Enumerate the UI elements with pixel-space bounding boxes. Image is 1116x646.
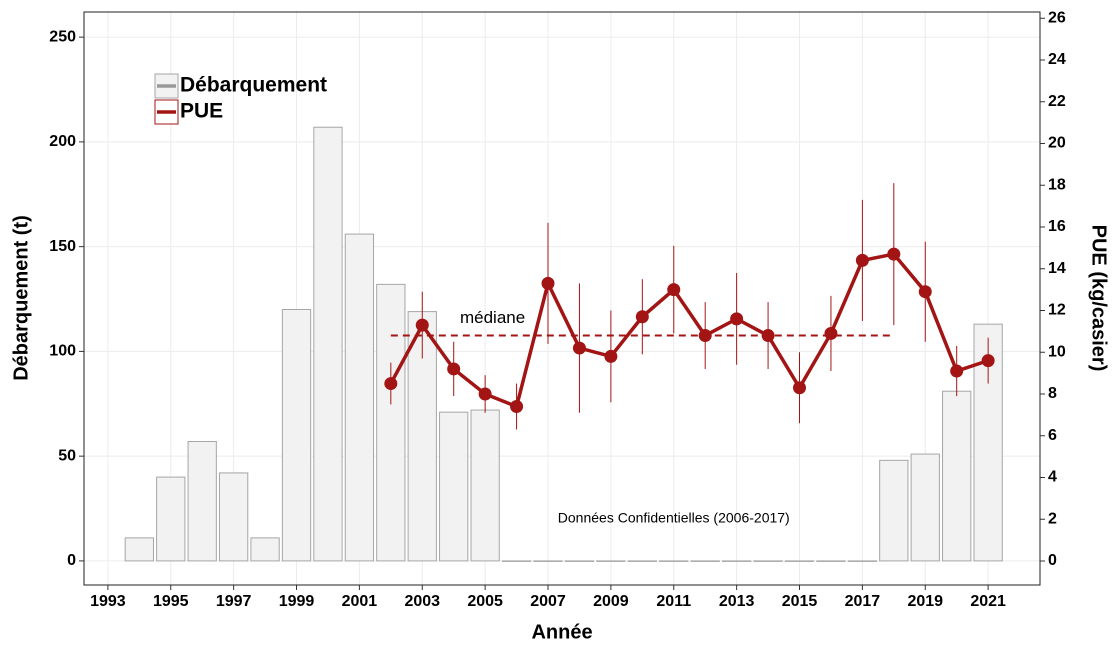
y-tick-label: 100 — [49, 343, 76, 360]
point — [918, 285, 932, 299]
x-tick-label: 2013 — [719, 593, 755, 610]
point — [981, 354, 995, 368]
x-tick-label: 2003 — [404, 593, 440, 610]
point — [415, 318, 429, 332]
bar — [124, 537, 154, 562]
bar — [690, 560, 720, 562]
bar — [376, 283, 406, 562]
y2-tick-label: 10 — [1048, 343, 1066, 360]
y2-tick-label: 20 — [1048, 135, 1066, 152]
bar — [596, 560, 626, 562]
y2-tick-label: 4 — [1048, 469, 1057, 486]
x-tick-label: 2001 — [342, 593, 378, 610]
y2-tick-label: 24 — [1048, 51, 1066, 68]
y-tick-label: 0 — [67, 552, 76, 569]
bar — [942, 390, 972, 562]
bar — [659, 560, 689, 562]
bar — [218, 472, 249, 562]
bar — [281, 308, 312, 562]
x-tick-label: 2011 — [656, 593, 691, 610]
bar — [879, 459, 909, 562]
x-tick-label: 2019 — [907, 593, 943, 610]
y2-axis-label: PUE (kg/casier) — [1088, 225, 1110, 372]
y-axis-label: Débarquement (t) — [10, 215, 32, 381]
x-tick-label: 2007 — [530, 593, 566, 610]
point — [635, 310, 649, 324]
point — [887, 247, 901, 261]
bar — [250, 537, 280, 562]
bar — [816, 560, 846, 562]
bar — [910, 453, 940, 562]
x-tick-label: 2005 — [467, 593, 503, 610]
bar — [847, 560, 878, 562]
bar — [533, 560, 563, 562]
annotation: Données Confidentielles (2006-2017) — [558, 510, 790, 526]
y-tick-label: 250 — [49, 28, 76, 45]
x-tick-label: 1999 — [279, 593, 315, 610]
y2-tick-label: 22 — [1048, 93, 1066, 110]
x-axis-label: Année — [531, 621, 592, 643]
point — [384, 377, 398, 391]
point — [541, 276, 555, 290]
plot-frame — [83, 11, 1041, 586]
y2-tick-label: 12 — [1048, 302, 1066, 319]
bar — [753, 560, 783, 562]
legend-label: PUE — [180, 100, 223, 123]
bar — [627, 560, 657, 562]
bar — [439, 411, 469, 562]
point — [667, 283, 681, 297]
line — [389, 252, 989, 409]
point — [730, 312, 744, 326]
bar — [313, 126, 343, 562]
point — [950, 364, 964, 378]
bar — [344, 233, 375, 562]
y-tick-label: 200 — [49, 133, 76, 150]
y2-tick-label: 2 — [1048, 510, 1057, 527]
bar — [721, 560, 752, 562]
x-tick-label: 1995 — [153, 593, 189, 610]
x-tick-label: 2021 — [970, 593, 1006, 610]
y2-tick-label: 6 — [1048, 427, 1057, 444]
bar — [470, 409, 500, 562]
legend-label: Débarquement — [180, 74, 327, 97]
x-tick-label: 2015 — [782, 593, 818, 610]
y2-tick-label: 16 — [1048, 218, 1066, 235]
x-tick-label: 2017 — [845, 593, 881, 610]
point — [855, 253, 869, 267]
point — [478, 387, 492, 401]
x-tick-label: 2009 — [593, 593, 629, 610]
bar — [564, 560, 595, 562]
bar — [784, 560, 815, 562]
bar — [156, 476, 186, 562]
y-tick-label: 150 — [49, 238, 76, 255]
point — [793, 381, 807, 395]
y2-tick-label: 8 — [1048, 385, 1057, 402]
y2-tick-label: 14 — [1048, 260, 1066, 277]
bar — [187, 440, 217, 562]
median-label: médiane — [460, 308, 525, 327]
bar — [501, 560, 532, 562]
point — [510, 400, 524, 414]
y2-tick-label: 26 — [1048, 9, 1066, 26]
y-tick-label: 50 — [58, 447, 76, 464]
point — [572, 341, 586, 355]
x-tick-label: 1997 — [216, 593, 252, 610]
point — [824, 326, 838, 340]
point — [447, 362, 461, 376]
x-tick-label: 1993 — [90, 593, 126, 610]
y2-tick-label: 0 — [1048, 552, 1057, 569]
point — [604, 349, 618, 363]
y2-tick-label: 18 — [1048, 176, 1066, 193]
